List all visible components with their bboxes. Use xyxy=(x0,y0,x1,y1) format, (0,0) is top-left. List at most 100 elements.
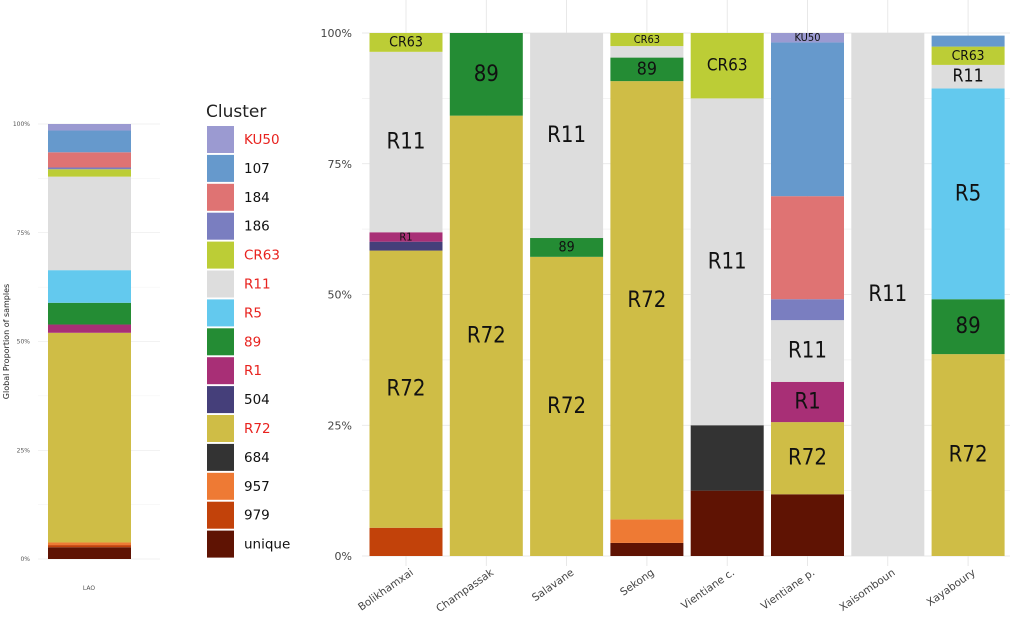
bar-segment-vientiane-c-r11 xyxy=(690,98,764,426)
bar-segment-sekong-unique xyxy=(610,542,684,556)
segment-label: CR63 xyxy=(634,33,660,46)
legend: Cluster KU50 107 184 186 CR63 R11 R5 89 R1 504 R72 6… xyxy=(206,102,290,558)
legend-item-89: 89 xyxy=(207,328,261,356)
segment-label: KU50 xyxy=(794,31,820,44)
province-chart: 0% 25% 50% 75% 100% Bolikhamxai Champassak Sala… xyxy=(321,0,1010,615)
legend-swatch xyxy=(207,443,234,471)
bar-segment-xayaboury-r5 xyxy=(931,88,1005,300)
x-tick-label: LAO xyxy=(83,585,95,592)
y-tick-label: 25% xyxy=(17,447,31,454)
legend-swatch xyxy=(207,126,234,153)
segment-label: CR63 xyxy=(707,56,748,76)
bar-segment-lao-107 xyxy=(48,130,131,153)
legend-item-979: 979 xyxy=(207,501,270,529)
legend-swatch xyxy=(207,357,234,385)
legend-label: 504 xyxy=(244,392,270,408)
legend-item-unique: unique xyxy=(207,530,290,558)
bar-segment-xayaboury-cr63 xyxy=(931,46,1005,65)
bar-segment-vientiane-p-107 xyxy=(771,42,844,197)
bar-segment-xayaboury-r11 xyxy=(931,64,1005,89)
bar-segment-bolikhamxai-cr63 xyxy=(369,33,443,52)
segment-label: R1 xyxy=(399,230,412,243)
y-tick-label: 100% xyxy=(321,27,352,40)
segment-label: CR63 xyxy=(389,34,423,50)
legend-swatch xyxy=(207,241,234,269)
bar-segment-lao-r1 xyxy=(48,324,131,333)
legend-item-107: 107 xyxy=(207,154,270,182)
bar-segment-sekong-r72 xyxy=(610,81,684,520)
bar-segment-lao-957 xyxy=(48,542,131,546)
bar-segment-sekong-r11 xyxy=(610,46,684,58)
segment-label: R72 xyxy=(627,288,666,313)
legend-title: Cluster xyxy=(206,102,266,122)
bar-segment-champassak-89 xyxy=(449,33,523,116)
legend-swatch xyxy=(207,299,234,327)
legend-item-r5: R5 xyxy=(207,299,262,327)
legend-item-957: 957 xyxy=(207,472,270,500)
bar-segment-xayaboury-r72 xyxy=(931,354,1005,556)
segment-label: R11 xyxy=(868,282,907,307)
legend-swatch xyxy=(207,530,234,558)
bar-segment-vientiane-p-r11 xyxy=(771,320,844,382)
legend-label: 107 xyxy=(244,161,270,177)
bar-segment-bolikhamxai-504 xyxy=(369,241,443,251)
legend-label: 957 xyxy=(244,479,270,495)
segment-label: R72 xyxy=(788,446,827,471)
legend-swatch xyxy=(207,386,234,414)
legend-item-684: 684 xyxy=(207,443,270,471)
segment-label: R72 xyxy=(387,377,426,402)
legend-swatch xyxy=(207,212,234,240)
legend-swatch xyxy=(207,501,234,529)
y-tick-label: 75% xyxy=(17,230,31,237)
legend-label: R11 xyxy=(244,277,271,293)
bar-segment-lao-186 xyxy=(48,167,131,170)
legend-label: 89 xyxy=(244,334,261,350)
x-tick-label: Xayaboury xyxy=(925,567,978,609)
segment-label: R72 xyxy=(949,443,988,468)
segment-label: R11 xyxy=(547,123,586,148)
bar-segment-vientiane-p-ku50 xyxy=(771,33,844,43)
bar-segment-vientiane-p-186 xyxy=(771,299,844,321)
segment-label: R11 xyxy=(952,67,983,87)
bar-segment-bolikhamxai-r11 xyxy=(369,51,443,233)
bar-segment-vientiane-p-unique xyxy=(771,494,844,556)
segment-label: R11 xyxy=(788,338,827,363)
segment-label: R11 xyxy=(387,130,426,155)
bar-segment-lao-ku50 xyxy=(48,124,131,131)
segment-label: R1 xyxy=(794,389,820,414)
segment-label: R72 xyxy=(547,394,586,419)
legend-label: CR63 xyxy=(244,248,280,264)
bar-segment-bolikhamxai-r1 xyxy=(369,232,443,242)
legend-swatch xyxy=(207,415,234,442)
legend-swatch xyxy=(207,472,234,500)
legend-label: KU50 xyxy=(244,132,280,148)
bar-segment-xaisomboun-r11 xyxy=(851,33,925,556)
bar-segment-vientiane-p-184 xyxy=(771,196,844,300)
bar-segment-sekong-957 xyxy=(610,519,684,543)
bar-segment-vientiane-c-684 xyxy=(690,425,764,491)
x-tick-label: Champassak xyxy=(434,566,497,615)
legend-item-504: 504 xyxy=(207,386,270,414)
legend-label: R72 xyxy=(244,421,271,437)
bar-segment-xayaboury-89 xyxy=(931,299,1005,355)
y-tick-label: 50% xyxy=(17,339,31,346)
bar-segment-lao-unique xyxy=(48,547,131,559)
legend-swatch xyxy=(207,328,234,356)
segment-label: 89 xyxy=(637,59,657,79)
bar-segment-bolikhamxai-r72 xyxy=(369,250,443,528)
x-tick-label: Salavane xyxy=(530,567,576,604)
bar-segment-bolikhamxai-979 xyxy=(369,527,443,556)
legend-item-184: 184 xyxy=(207,183,270,211)
bar-segment-salavane-89 xyxy=(530,238,604,257)
bar-segment-vientiane-c-unique xyxy=(690,490,764,556)
bar-segment-lao-r72 xyxy=(48,332,131,543)
bar-segment-sekong-cr63 xyxy=(610,33,684,47)
x-tick-label: Sekong xyxy=(618,567,656,599)
y-axis-title: Global Proportion of samples xyxy=(2,284,11,399)
legend-swatch xyxy=(207,154,234,182)
legend-item-cr63: CR63 xyxy=(207,241,280,269)
bar-segment-xayaboury-107 xyxy=(931,35,1005,47)
overall-chart: 0% 25% 50% 75% 100% Global Proportion of samp… xyxy=(2,121,160,592)
legend-item-r11: R11 xyxy=(207,270,271,298)
